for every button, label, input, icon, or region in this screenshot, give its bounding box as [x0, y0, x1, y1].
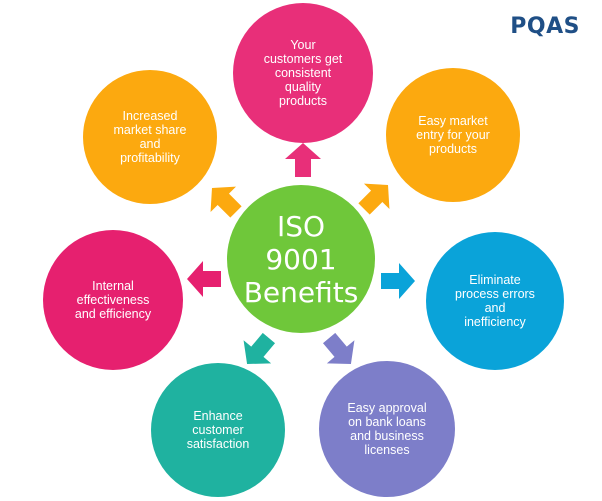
arrow-down-left-icon	[243, 332, 276, 365]
benefit-line: entry for your	[416, 128, 490, 142]
arrow-shape	[322, 332, 355, 365]
benefit-line: on bank loans	[348, 415, 426, 429]
benefit-line: customers get	[263, 52, 343, 66]
arrow-up-right-icon	[358, 183, 390, 215]
benefit-label: Easy approval on bank loans and business…	[347, 401, 426, 457]
benefit-line: consistent	[274, 66, 332, 80]
arrow-shape	[285, 143, 321, 177]
benefit-line: inefficiency	[464, 315, 526, 329]
center-line: 9001	[265, 242, 337, 276]
arrow-shape	[210, 186, 242, 218]
benefit-line: products	[429, 142, 477, 156]
benefit-easy-market-entry: Easy market entry for your products	[386, 68, 520, 202]
arrow-shape	[358, 183, 390, 215]
benefit-line: satisfaction	[186, 437, 250, 451]
benefit-line: Your	[290, 38, 316, 52]
center-line: Benefits	[243, 275, 359, 309]
benefit-line: and	[139, 137, 161, 151]
benefit-eliminate-errors: Eliminate process errors and inefficienc…	[426, 232, 564, 370]
benefit-line: profitability	[120, 151, 180, 165]
benefit-label: Your customers get consistent quality pr…	[264, 38, 343, 108]
arrow-up-icon	[285, 143, 321, 177]
benefit-market-share: Increased market share and profitability	[83, 70, 217, 204]
benefit-line: Eliminate	[469, 273, 521, 287]
benefit-line: effectiveness	[76, 293, 150, 307]
center-label: ISO 9001 Benefits	[244, 210, 359, 309]
arrow-shape	[381, 263, 415, 299]
benefit-label: Increased market share and profitability	[114, 109, 187, 165]
benefit-label: Eliminate process errors and inefficienc…	[455, 273, 535, 329]
arrow-down-right-icon	[322, 332, 355, 365]
arrow-shape	[187, 261, 221, 297]
arrow-up-left-icon	[210, 186, 242, 218]
benefit-line: products	[279, 94, 327, 108]
benefit-line: and efficiency	[74, 307, 152, 321]
benefit-line: and business	[350, 429, 424, 443]
benefit-line: Internal	[92, 279, 134, 293]
benefit-label: Enhance customer satisfaction	[187, 409, 250, 451]
benefit-line: quality	[284, 80, 322, 94]
benefit-line: Easy approval	[347, 401, 427, 415]
arrow-right-icon	[381, 263, 415, 299]
benefit-line: Increased	[122, 109, 178, 123]
benefit-line: process errors	[455, 287, 535, 301]
benefit-line: Enhance	[193, 409, 243, 423]
benefit-consistent-quality: Your customers get consistent quality pr…	[233, 3, 373, 143]
pqas-logo: PQAS	[510, 14, 580, 39]
benefit-label: Internal effectiveness and efficiency	[75, 279, 151, 321]
benefit-internal-effectiveness: Internal effectiveness and efficiency	[43, 230, 183, 370]
center-line: ISO	[276, 209, 326, 243]
benefit-line: market share	[113, 123, 187, 137]
benefit-label: Easy market entry for your products	[416, 114, 490, 156]
center-circle-iso-9001-benefits: ISO 9001 Benefits	[227, 185, 375, 333]
benefit-line: licenses	[364, 443, 410, 457]
benefit-line: Easy market	[418, 114, 488, 128]
arrow-shape	[243, 332, 276, 365]
benefit-line: customer	[192, 423, 244, 437]
benefit-customer-satisfaction: Enhance customer satisfaction	[151, 363, 285, 497]
arrow-left-icon	[187, 261, 221, 297]
benefit-line: and	[484, 301, 506, 315]
benefit-easy-approval: Easy approval on bank loans and business…	[319, 361, 455, 497]
